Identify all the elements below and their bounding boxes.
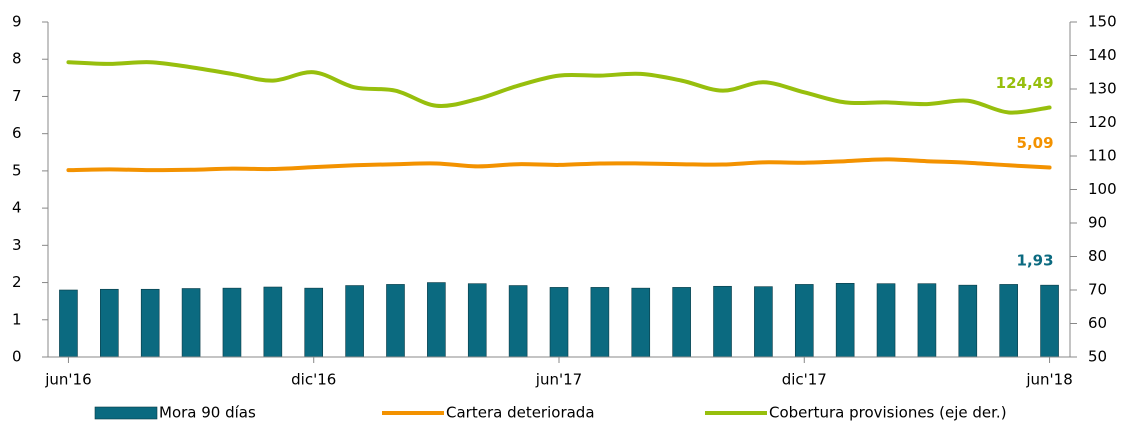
- y2-tick-label: 80: [1088, 247, 1107, 265]
- bar: [304, 287, 324, 358]
- y-tick-label: 0: [12, 348, 22, 366]
- bar: [754, 286, 773, 358]
- x-tick-label: jun'16: [44, 371, 91, 389]
- y2-tick-label: 90: [1088, 214, 1107, 232]
- bar: [467, 283, 487, 358]
- y2-tick-label: 110: [1088, 147, 1117, 165]
- value-label: 124,49: [996, 74, 1054, 92]
- y2-tick-label: 140: [1088, 46, 1117, 64]
- bar: [140, 288, 160, 358]
- bar: [835, 282, 855, 358]
- legend-swatch: [94, 406, 158, 420]
- bar: [1040, 284, 1059, 358]
- line: [66, 60, 1052, 115]
- legend-label: Mora 90 días: [159, 404, 256, 422]
- y2-tick-label: 100: [1088, 180, 1117, 198]
- y2-tick-label: 60: [1088, 314, 1107, 332]
- bar: [590, 287, 610, 358]
- y-tick-label: 8: [12, 50, 22, 68]
- bar: [59, 289, 78, 358]
- y2-tick-label: 150: [1088, 13, 1117, 31]
- y-tick-label: 6: [12, 124, 22, 142]
- y-tick-label: 3: [12, 236, 22, 254]
- bar: [958, 284, 978, 358]
- y2-tick-label: 70: [1088, 281, 1107, 299]
- bar: [345, 285, 364, 358]
- bar: [100, 288, 119, 358]
- bar: [999, 284, 1018, 358]
- bar: [713, 285, 732, 358]
- x-tick-label: jun'18: [1025, 371, 1072, 389]
- bar: [917, 283, 937, 358]
- y-tick-label: 5: [12, 161, 22, 179]
- legend-label: Cobertura provisiones (eje der.): [769, 404, 1007, 422]
- x-tick-label: dic'17: [782, 371, 827, 389]
- bar: [427, 282, 446, 358]
- bar: [549, 287, 569, 358]
- bar: [794, 284, 814, 358]
- bar: [876, 283, 896, 358]
- bar: [508, 285, 528, 358]
- y-tick-label: 9: [12, 13, 22, 31]
- bar: [263, 286, 283, 358]
- bar: [631, 287, 651, 358]
- line: [66, 157, 1052, 173]
- value-label: 1,93: [1017, 252, 1054, 270]
- legend-label: Cartera deteriorada: [446, 404, 595, 422]
- bar: [222, 287, 242, 358]
- bar: [181, 288, 201, 358]
- y-tick-label: 2: [12, 273, 22, 291]
- y-tick-label: 1: [12, 310, 22, 328]
- y-tick-label: 4: [12, 199, 22, 217]
- y2-tick-label: 130: [1088, 80, 1117, 98]
- x-tick-label: jun'17: [535, 371, 582, 389]
- value-label: 5,09: [1017, 134, 1054, 152]
- x-tick-label: dic'16: [291, 371, 336, 389]
- bar: [672, 287, 691, 358]
- y-tick-label: 7: [12, 87, 22, 105]
- y2-tick-label: 120: [1088, 113, 1117, 131]
- y2-tick-label: 50: [1088, 348, 1107, 366]
- bar: [386, 284, 405, 358]
